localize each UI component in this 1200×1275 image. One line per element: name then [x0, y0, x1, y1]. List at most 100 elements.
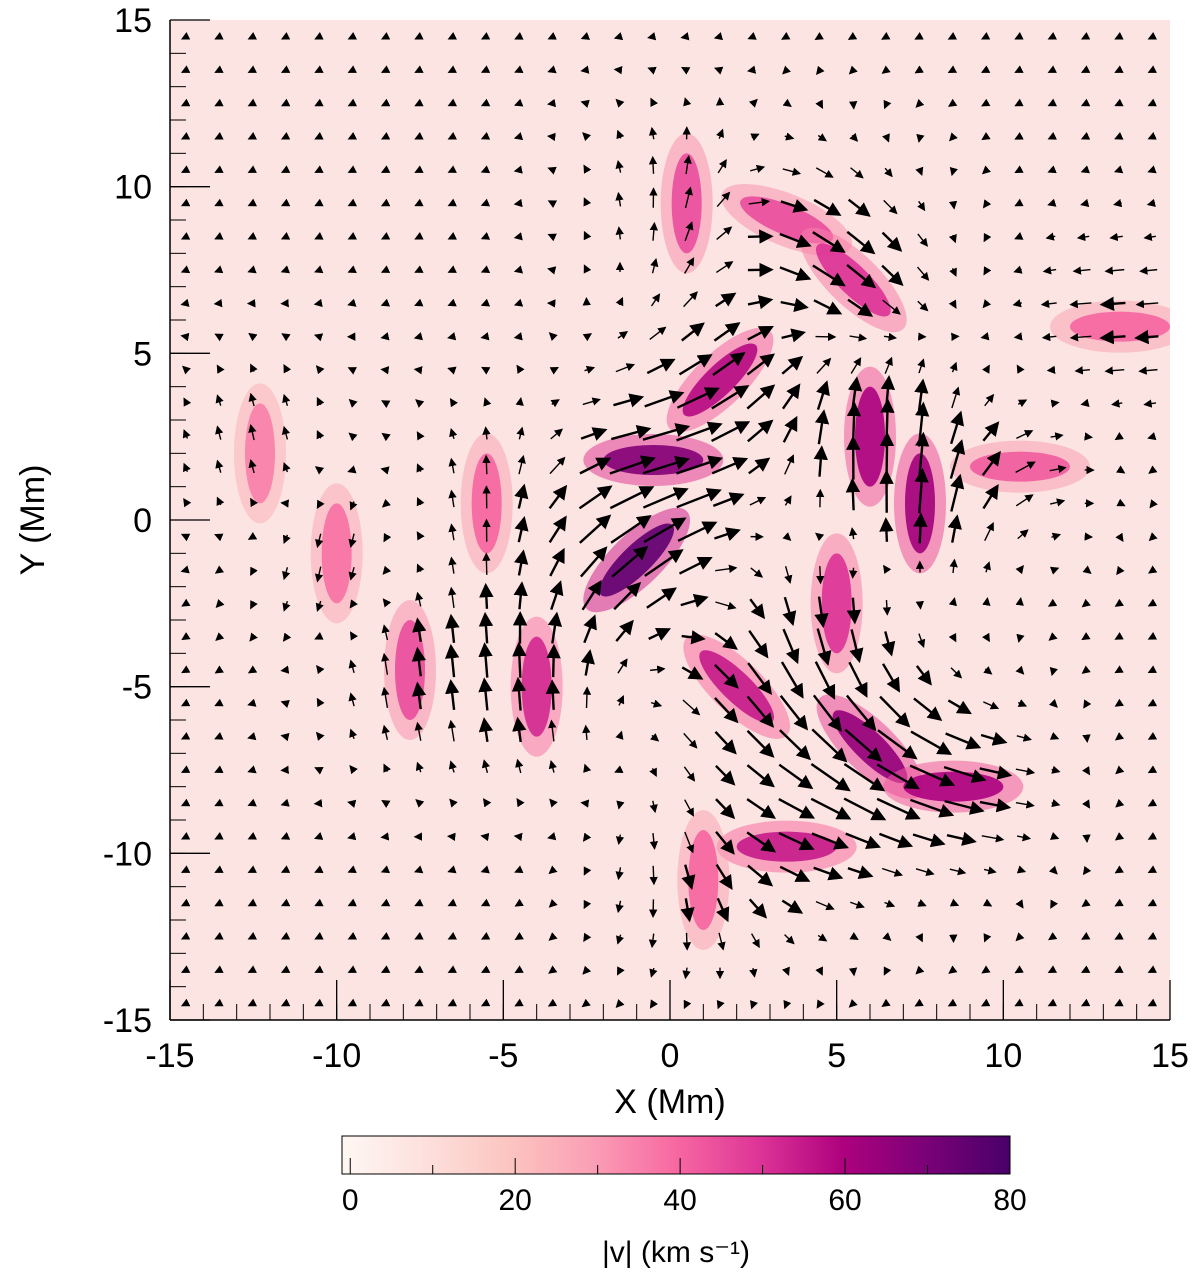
velocity-arrow: [782, 98, 792, 108]
velocity-arrow: [982, 421, 1000, 442]
velocity-arrow: [812, 231, 846, 253]
speed-blob: [521, 636, 552, 737]
velocity-arrow: [1080, 198, 1090, 208]
velocity-arrow: [642, 487, 689, 509]
velocity-arrow: [681, 66, 691, 75]
velocity-arrow: [747, 864, 774, 887]
velocity-arrow: [315, 533, 324, 549]
velocity-arrow: [249, 632, 258, 642]
velocity-arrow: [381, 724, 390, 741]
velocity-arrow: [682, 932, 692, 951]
velocity-arrow: [582, 832, 592, 842]
velocity-arrow: [550, 428, 564, 440]
velocity-arrow: [881, 32, 891, 40]
velocity-arrow: [580, 649, 595, 676]
speed-blob: [321, 503, 352, 604]
velocity-arrow: [715, 292, 737, 308]
velocity-arrow: [650, 97, 658, 108]
velocity-arrow: [314, 98, 324, 107]
velocity-arrow: [615, 900, 624, 914]
velocity-arrow: [746, 831, 777, 853]
velocity-arrow: [1084, 432, 1094, 441]
velocity-arrow: [314, 198, 324, 207]
velocity-arrow: [1081, 632, 1091, 641]
velocity-arrow: [915, 98, 925, 108]
velocity-arrow: [616, 129, 625, 140]
velocity-arrow: [1049, 566, 1060, 575]
velocity-arrow: [514, 998, 524, 1007]
velocity-arrow: [1114, 865, 1124, 874]
velocity-arrow: [215, 425, 224, 440]
velocity-arrow: [280, 232, 291, 240]
velocity-arrow: [180, 932, 191, 940]
velocity-arrow: [446, 832, 456, 842]
velocity-arrow: [380, 965, 391, 973]
velocity-arrow: [845, 477, 861, 511]
velocity-arrow: [1147, 165, 1157, 174]
velocity-arrow: [948, 965, 958, 974]
velocity-arrow: [480, 865, 490, 874]
velocity-arrow: [448, 556, 457, 574]
velocity-arrow: [947, 514, 962, 543]
velocity-arrow: [683, 766, 696, 782]
velocity-arrow: [512, 716, 527, 743]
velocity-arrow: [582, 686, 592, 709]
velocity-arrow: [316, 430, 325, 440]
velocity-arrow: [648, 627, 671, 641]
velocity-arrow: [313, 333, 324, 342]
velocity-arrow: [783, 495, 792, 506]
velocity-arrow: [547, 65, 557, 74]
velocity-arrow: [676, 387, 720, 409]
velocity-arrow: [1114, 632, 1124, 640]
velocity-arrow: [813, 299, 843, 315]
velocity-arrow: [815, 99, 824, 109]
velocity-arrow: [882, 932, 892, 941]
velocity-arrow: [316, 664, 325, 675]
velocity-arrow: [380, 932, 391, 940]
velocity-arrow: [914, 378, 929, 411]
x-tick-label: 5: [827, 1037, 846, 1075]
velocity-arrow: [447, 719, 457, 742]
velocity-arrow: [349, 728, 358, 739]
velocity-arrow: [849, 527, 858, 540]
velocity-arrow: [381, 686, 390, 709]
velocity-arrow: [914, 401, 930, 447]
velocity-arrow: [981, 165, 991, 175]
velocity-arrow: [1083, 699, 1092, 709]
velocity-arrow: [347, 132, 358, 140]
velocity-arrow: [950, 667, 963, 679]
velocity-arrow: [949, 361, 958, 373]
velocity-arrow: [650, 732, 660, 742]
velocity-arrow: [949, 558, 958, 574]
velocity-arrow: [884, 167, 893, 178]
velocity-arrow: [949, 132, 958, 142]
y-tick-label: 15: [114, 2, 152, 40]
velocity-arrow: [380, 32, 391, 40]
velocity-arrow: [1104, 266, 1125, 275]
velocity-arrow: [181, 632, 191, 641]
velocity-arrow: [1146, 198, 1156, 208]
velocity-arrow: [180, 765, 191, 773]
velocity-arrow: [982, 484, 999, 510]
velocity-arrow: [982, 597, 991, 606]
velocity-arrow: [547, 611, 563, 644]
velocity-arrow: [480, 165, 491, 174]
velocity-arrow: [811, 832, 850, 850]
velocity-arrow: [348, 398, 358, 408]
velocity-arrow: [1049, 464, 1067, 474]
velocity-arrow: [514, 483, 529, 509]
velocity-arrow: [514, 516, 529, 543]
velocity-arrow: [248, 332, 258, 342]
velocity-arrow: [1016, 364, 1025, 374]
velocity-arrow: [816, 566, 825, 585]
velocity-arrow: [643, 517, 687, 544]
velocity-arrow: [1147, 765, 1158, 774]
velocity-arrow: [715, 564, 738, 573]
velocity-arrow: [180, 533, 191, 542]
velocity-arrow: [182, 429, 191, 439]
velocity-arrow: [676, 421, 723, 442]
velocity-arrow: [647, 66, 657, 75]
velocity-arrow: [1099, 329, 1126, 345]
velocity-arrow: [948, 597, 957, 607]
velocity-arrow: [778, 831, 815, 851]
